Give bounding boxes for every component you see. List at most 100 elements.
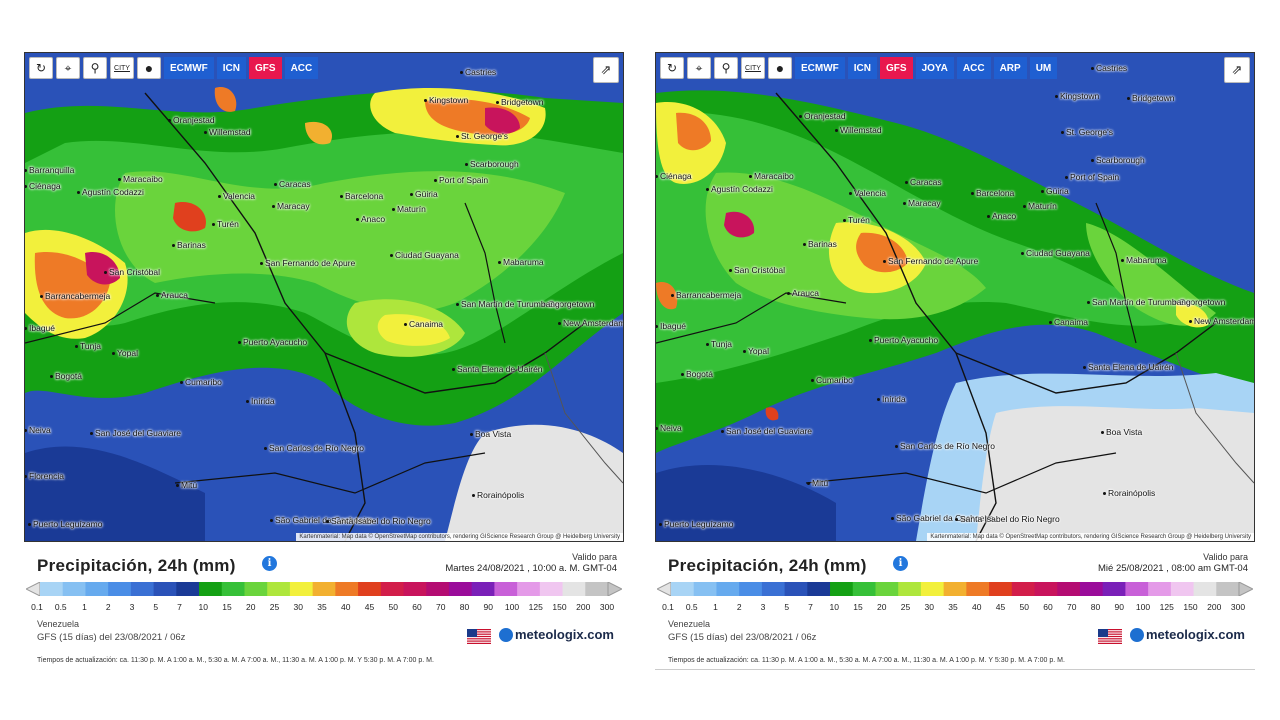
model-button-gfs[interactable]: GFS [880,57,913,79]
info-icon[interactable]: i [893,556,908,571]
scale-swatch [85,582,109,596]
map-label: San Fernando de Apure [259,258,356,268]
city-toggle-button[interactable]: CITY [741,57,765,79]
map-label: San Martín de Turumbang [1087,297,1191,307]
scale-swatch [562,582,586,596]
map-label: Canaima [403,319,444,329]
map-label: Turén [212,219,239,229]
legend-title: Precipitación, 24h (mm) [37,556,236,575]
scale-tick-label: 30 [293,602,303,612]
map-label: Mabaruma [498,257,544,267]
scale-tick-label: 50 [388,602,398,612]
scale-tick-label: 60 [412,602,422,612]
refresh-button[interactable]: ↻ [660,57,684,79]
brand-name[interactable]: meteologix.com [515,627,614,642]
scale-tick-label: 2 [105,602,111,612]
map-label: San Carlos de Río Negro [264,443,364,453]
map-label: Neiva [25,425,51,435]
map-label: Bridgetown [496,97,544,107]
scale-tick-label: 40 [972,602,982,612]
us-flag-icon[interactable] [467,629,491,644]
valid-date: Mié 25/08/2021 , 08:00 am GMT-04 [1098,563,1248,574]
map-label: San Carlos de Río Negro [895,441,995,451]
forecast-panel-left: ↻ ⌖ ⚲ CITY ● ECMWF ICN GFS ACC ⇗ Castrie… [24,52,624,672]
model-button-acc[interactable]: ACC [284,57,319,79]
map-label: Willemstad [204,127,251,137]
map-attribution: Kartenmaterial: Map data © OpenStreetMap… [927,533,1254,541]
valid-date: Martes 24/08/2021 , 10:00 a. M. GMT-04 [445,563,617,574]
precipitation-map-right[interactable]: ↻ ⌖ ⚲ CITY ● ECMWF ICN GFS JOYA ACC ARP … [655,52,1255,542]
scale-swatch [40,582,64,596]
map-label: Ciénaga [25,181,61,191]
precipitation-map-left[interactable]: ↻ ⌖ ⚲ CITY ● ECMWF ICN GFS ACC ⇗ Castrie… [24,52,624,542]
info-icon[interactable]: i [262,556,277,571]
map-label: Ciénaga [656,171,692,181]
map-label: Maturín [1023,201,1057,211]
map-label: Anaco [355,214,386,224]
scale-tick-label: 35 [317,602,327,612]
precipitation-field-left [25,53,623,541]
us-flag-icon[interactable] [1098,629,1122,644]
model-button-ecmwf[interactable]: ECMWF [795,57,845,79]
model-button-icn[interactable]: ICN [216,57,247,79]
scale-tick-label: 200 [1207,602,1222,612]
map-label: Barinas [172,240,206,250]
model-button-arp[interactable]: ARP [993,57,1027,79]
map-label: Yopal [743,346,769,356]
model-button-joya[interactable]: JOYA [915,57,954,79]
brand-name[interactable]: meteologix.com [1146,627,1245,642]
map-label: Barrancabermeja [39,291,111,301]
scale-tick-label: 90 [1114,602,1124,612]
scale-swatch [335,582,359,596]
map-label: Arauca [787,288,819,298]
update-times: Tiempos de actualización: ca. 11:30 p. M… [668,657,1065,664]
map-label: Santa Isabel do Rio Negro [326,516,431,526]
scale-swatch [989,582,1013,596]
model-button-acc[interactable]: ACC [956,57,991,79]
map-label: Yopal [112,348,138,358]
location-button[interactable]: ⌖ [687,57,711,79]
valid-for-label: Valido para [1203,552,1248,562]
map-label: Maturín [392,204,426,214]
map-label: St. George's [1061,127,1113,137]
model-button-icn[interactable]: ICN [847,57,878,79]
model-run-label: GFS (15 días) del 23/08/2021 / 06z [668,632,817,643]
map-label: Agustín Codazzi [706,184,773,194]
zoom-button[interactable]: ⚲ [83,57,107,79]
location-pin-icon: ⌖ [695,60,703,75]
zoom-button[interactable]: ⚲ [714,57,738,79]
model-run-label: GFS (15 días) del 23/08/2021 / 06z [37,632,186,643]
model-button-ecmwf[interactable]: ECMWF [164,57,214,79]
refresh-button[interactable]: ↻ [29,57,53,79]
scale-swatch [1216,582,1240,596]
map-label: Santa Elena de Uairén [1083,362,1174,372]
scale-swatch [716,582,740,596]
model-button-um[interactable]: UM [1029,57,1058,79]
scale-tick-label: 45 [995,602,1006,612]
scale-swatch [221,582,245,596]
map-label: Barinas [803,239,837,249]
valid-for-label: Valido para [572,552,617,562]
city-toggle-button[interactable]: CITY [110,57,134,79]
scale-swatch [108,582,132,596]
scale-tick-label: 3 [760,602,766,612]
precipitation-field-right [656,53,1254,541]
scale-tick-label: 2 [736,602,742,612]
dot-marker-icon: ● [144,60,154,76]
map-label: São Gabriel da Cachoeira [270,515,373,525]
scale-swatch [1125,582,1149,596]
map-label: Scarborough [465,159,519,169]
model-button-gfs[interactable]: GFS [249,57,282,79]
map-label: Mitú [175,480,198,490]
dot-marker-button[interactable]: ● [768,57,792,79]
location-button[interactable]: ⌖ [56,57,80,79]
share-button[interactable]: ⇗ [593,57,619,83]
map-label: Güiria [1041,186,1069,196]
dot-marker-button[interactable]: ● [137,57,161,79]
map-label: Kingstown [423,95,469,105]
scale-swatch [739,582,763,596]
scale-tick-label: 3 [129,602,135,612]
share-button[interactable]: ⇗ [1224,57,1250,83]
map-toolbar-left: ↻ ⌖ ⚲ CITY ● ECMWF ICN GFS ACC [29,57,319,79]
scale-tick-label: 30 [924,602,934,612]
